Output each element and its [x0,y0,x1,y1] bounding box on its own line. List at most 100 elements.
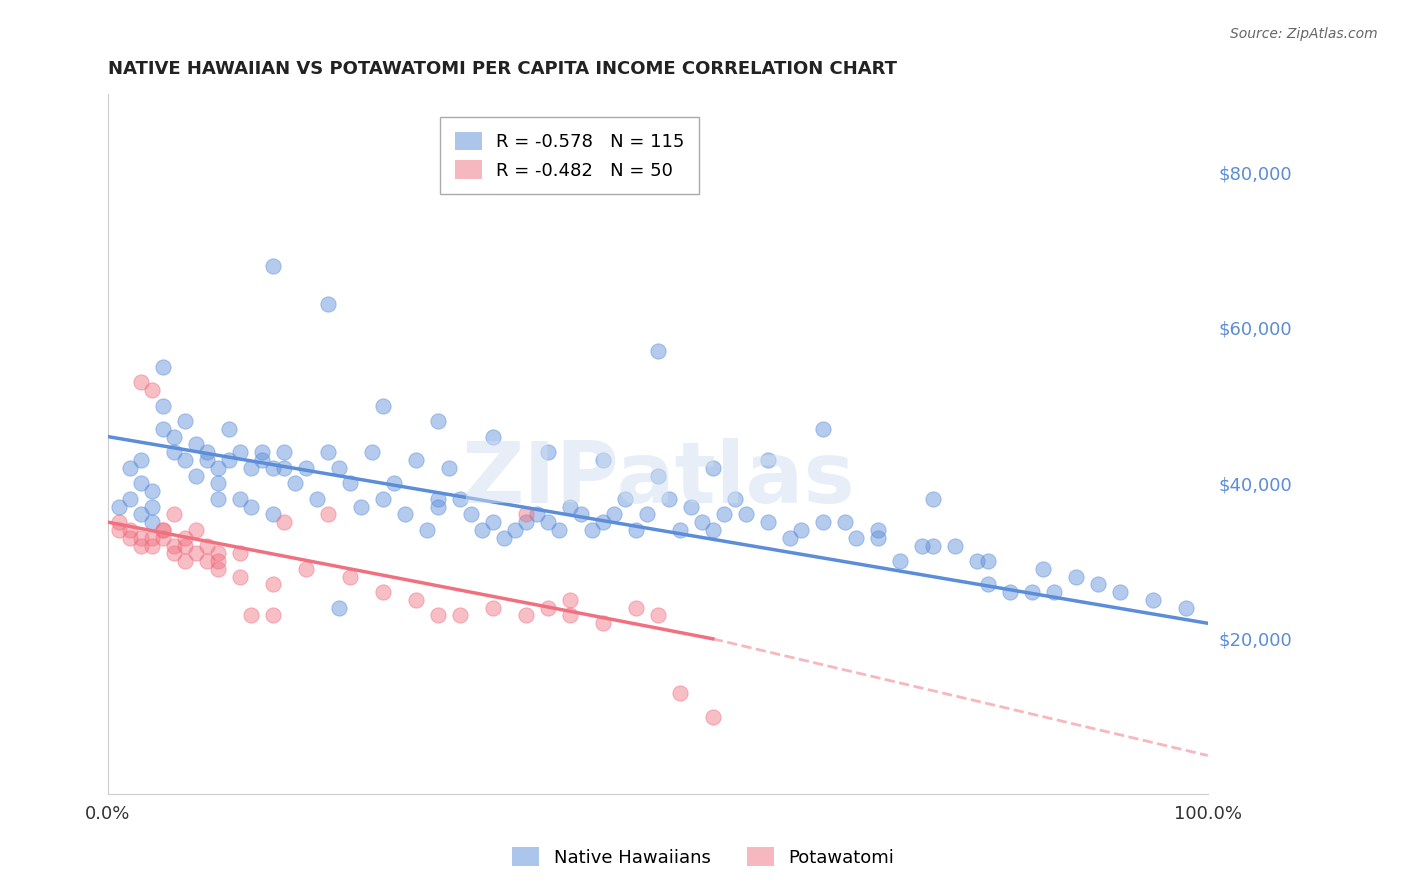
Point [141,383,163,397]
Point [394,508,416,522]
Point [382,476,405,491]
Point [1021,585,1043,599]
Point [163,429,186,443]
Point [141,531,163,545]
Point [437,460,460,475]
Point [108,523,131,537]
Point [647,344,669,359]
Point [1174,600,1197,615]
Point [361,445,384,459]
Point [811,515,834,529]
Point [152,422,174,436]
Point [371,491,394,506]
Point [316,297,339,311]
Point [426,414,449,428]
Point [558,608,581,623]
Point [405,453,427,467]
Point [229,445,252,459]
Point [339,569,361,583]
Point [416,523,439,537]
Point [558,500,581,514]
Point [658,491,681,506]
Point [339,476,361,491]
Point [405,593,427,607]
Point [118,531,141,545]
Point [295,562,318,576]
Point [129,508,152,522]
Text: NATIVE HAWAIIAN VS POTAWATOMI PER CAPITA INCOME CORRELATION CHART: NATIVE HAWAIIAN VS POTAWATOMI PER CAPITA… [108,60,897,78]
Point [537,515,560,529]
Point [184,468,207,483]
Point [305,491,328,506]
Point [581,523,603,537]
Point [163,445,186,459]
Point [141,539,163,553]
Point [845,531,868,545]
Point [724,491,747,506]
Point [592,515,614,529]
Point [515,608,537,623]
Point [371,585,394,599]
Point [921,491,943,506]
Point [108,500,131,514]
Point [141,500,163,514]
Point [229,546,252,560]
Point [756,515,779,529]
Point [426,491,449,506]
Point [262,508,284,522]
Point [118,523,141,537]
Point [174,554,197,568]
Point [624,523,647,537]
Point [1142,593,1164,607]
Point [482,600,505,615]
Point [262,460,284,475]
Point [790,523,813,537]
Point [207,460,229,475]
Point [316,445,339,459]
Point [547,523,569,537]
Point [174,414,197,428]
Point [262,608,284,623]
Point [679,500,702,514]
Text: ZIPatlas: ZIPatlas [461,438,855,521]
Point [1042,585,1064,599]
Point [515,508,537,522]
Point [129,453,152,467]
Point [284,476,307,491]
Point [163,508,186,522]
Point [889,554,911,568]
Point [603,508,626,522]
Point [195,539,218,553]
Point [195,445,218,459]
Point [195,554,218,568]
Point [669,523,692,537]
Text: Source: ZipAtlas.com: Source: ZipAtlas.com [1230,27,1378,41]
Point [811,422,834,436]
Point [184,523,207,537]
Point [152,531,174,545]
Point [262,259,284,273]
Point [250,453,273,467]
Point [152,399,174,413]
Point [756,453,779,467]
Point [449,491,471,506]
Point [734,508,756,522]
Legend: Native Hawaiians, Potawatomi: Native Hawaiians, Potawatomi [505,840,901,874]
Point [163,539,186,553]
Point [129,539,152,553]
Point [866,531,889,545]
Point [239,460,262,475]
Point [174,453,197,467]
Point [492,531,515,545]
Point [921,539,943,553]
Point [592,616,614,631]
Point [592,453,614,467]
Point [229,569,252,583]
Point [911,539,934,553]
Point [371,399,394,413]
Point [1087,577,1109,591]
Point [1064,569,1087,583]
Point [636,508,658,522]
Point [129,531,152,545]
Point [273,515,295,529]
